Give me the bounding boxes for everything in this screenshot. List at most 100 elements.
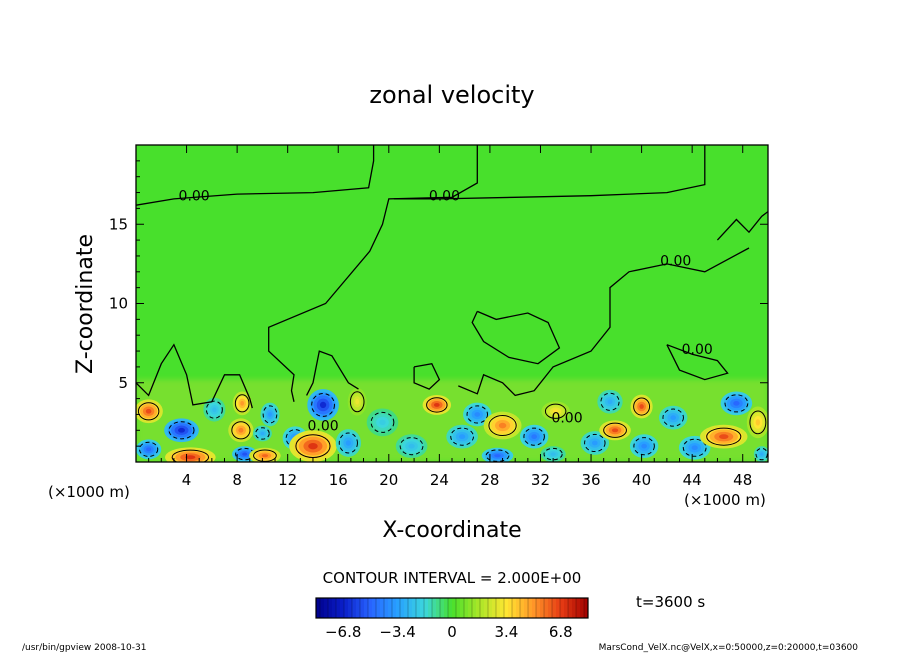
contour-line-4 xyxy=(471,310,561,365)
colorbar-cell xyxy=(528,598,533,618)
colorbar-cell xyxy=(560,598,565,618)
colorbar-tick-label-1: −3.4 xyxy=(379,623,415,641)
x-unit-left: (×1000 m) xyxy=(48,483,130,501)
anomaly-26 xyxy=(580,431,610,455)
colorbar-cell xyxy=(568,598,573,618)
anomaly-contour xyxy=(543,447,563,461)
anomaly-level xyxy=(639,404,644,409)
colorbar-cell xyxy=(584,598,589,618)
anomaly-level xyxy=(474,412,481,417)
anomaly-contour xyxy=(137,402,160,421)
anomaly-36 xyxy=(753,446,768,462)
heatmap-field: 0.00 0.00 0.00 0.00 0.00 0.00 xyxy=(135,144,769,463)
anomaly-contour xyxy=(450,427,474,446)
x-tick-label-6: 28 xyxy=(480,471,499,489)
colorbar-cell xyxy=(336,598,341,618)
anomaly-30 xyxy=(629,434,659,459)
y-axis-label: Z-coordinate xyxy=(73,234,98,374)
colorbar-cell xyxy=(456,598,461,618)
anomaly-31 xyxy=(658,405,688,430)
colorbar-cell xyxy=(376,598,381,618)
colorbar-cell xyxy=(352,598,357,618)
anomaly-18 xyxy=(422,395,452,415)
colorbar-tick-label-4: 6.8 xyxy=(549,623,573,641)
x-axis-label: X-coordinate xyxy=(382,518,521,543)
anomaly-contour xyxy=(706,427,742,446)
anomaly-contour xyxy=(399,437,424,456)
colorbar-cell xyxy=(364,598,369,618)
anomaly-level xyxy=(261,454,269,458)
x-unit-right: (×1000 m) xyxy=(684,491,766,509)
anomaly-contour xyxy=(544,403,567,419)
colorbar-cell xyxy=(572,598,577,618)
anomaly-level xyxy=(550,452,556,456)
y-tick-label-1: 10 xyxy=(109,295,128,313)
anomaly-16 xyxy=(366,408,399,437)
anomaly-33 xyxy=(700,424,748,449)
anomaly-contour xyxy=(426,397,448,413)
anomaly-contour xyxy=(523,427,545,446)
anomaly-5 xyxy=(228,418,254,443)
anomaly-level xyxy=(552,409,559,414)
x-tick-label-7: 32 xyxy=(531,471,550,489)
anomaly-contour xyxy=(682,438,707,457)
contour-line-3 xyxy=(458,247,750,397)
colorbar-cell xyxy=(356,598,361,618)
anomaly-level xyxy=(458,434,466,440)
anomaly-level xyxy=(670,415,677,420)
anomaly-contour xyxy=(485,449,510,462)
anomaly-contour xyxy=(205,400,223,419)
anomaly-contour xyxy=(234,394,250,413)
anomaly-level xyxy=(238,427,244,433)
colorbar-cell xyxy=(552,598,557,618)
anomaly-level xyxy=(178,427,185,433)
anomaly-contour xyxy=(488,415,517,437)
anomaly-contour xyxy=(338,432,358,454)
anomaly-contour xyxy=(600,392,620,411)
colorbar-cell xyxy=(496,598,501,618)
contour-label-2: 0.00 xyxy=(660,253,691,269)
anomaly-contour xyxy=(370,411,395,433)
anomaly-level xyxy=(185,455,196,460)
colorbar-cell xyxy=(512,598,517,618)
colorbar-cell xyxy=(540,598,545,618)
contour-label-4: 0.00 xyxy=(307,418,338,434)
anomaly-level xyxy=(611,428,619,433)
colorbar-cell xyxy=(432,598,437,618)
contour-interval: CONTOUR INTERVAL = 2.000E+00 xyxy=(323,569,582,587)
colorbar-cell xyxy=(408,598,413,618)
colorbar-cell xyxy=(488,598,493,618)
chart-title: zonal velocity xyxy=(369,81,534,109)
anomaly-level xyxy=(498,422,507,429)
anomaly-10 xyxy=(252,425,272,442)
anomaly-contour xyxy=(255,427,270,440)
anomaly-level xyxy=(145,408,152,414)
anomaly-level xyxy=(212,407,217,413)
time-label: t=3600 s xyxy=(636,593,705,611)
contour-line-6 xyxy=(666,344,729,381)
anomaly-7 xyxy=(232,391,252,416)
colorbar-cell xyxy=(420,598,425,618)
velocity-anomalies xyxy=(136,387,768,462)
anomaly-contour xyxy=(466,405,489,424)
colorbar-tick-label-0: −6.8 xyxy=(325,623,361,641)
anomaly-14 xyxy=(335,429,361,457)
contour-line-7 xyxy=(136,343,253,409)
colorbar-cell xyxy=(316,598,321,618)
anomaly-contour xyxy=(584,433,606,453)
colorbar-cell xyxy=(348,598,353,618)
colorbar-cell xyxy=(460,598,465,618)
x-tick-label-5: 24 xyxy=(430,471,449,489)
x-tick-label-2: 12 xyxy=(278,471,297,489)
x-tick-label-1: 8 xyxy=(232,471,242,489)
x-tick-label-3: 16 xyxy=(329,471,348,489)
anomaly-level xyxy=(691,445,698,451)
contour-label-1: 0.00 xyxy=(429,188,460,204)
colorbar-cell xyxy=(500,598,505,618)
colorbar-cell xyxy=(404,598,409,618)
contour-lines xyxy=(136,145,768,409)
anomaly-level xyxy=(146,447,152,452)
colorbar-frame xyxy=(315,597,589,619)
colorbar-cell xyxy=(508,598,513,618)
y-tick-label-0: 5 xyxy=(118,374,128,392)
